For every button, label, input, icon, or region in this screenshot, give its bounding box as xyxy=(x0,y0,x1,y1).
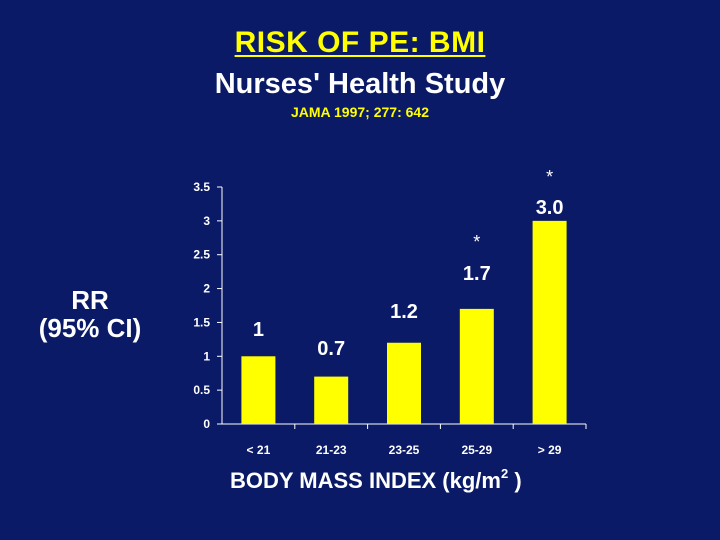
significance-mark: * xyxy=(473,232,480,252)
y-tick-label: 2.5 xyxy=(193,248,210,262)
y-tick-label: 3 xyxy=(203,214,210,228)
y-tick-label: 2 xyxy=(203,282,210,296)
x-tick-label: 23-25 xyxy=(389,443,420,457)
bar xyxy=(314,376,349,424)
y-tick-label: 0.5 xyxy=(193,383,210,397)
y-tick-label: 0 xyxy=(203,417,210,431)
x-tick-label: < 21 xyxy=(247,443,271,457)
data-label: 1.2 xyxy=(390,301,418,323)
x-tick-label: 21-23 xyxy=(316,443,347,457)
bar xyxy=(459,308,494,424)
x-axis-label-text: BODY MASS INDEX (kg/m xyxy=(230,468,501,493)
y-tick-label: 1.5 xyxy=(193,315,210,329)
x-tick-label: 25-29 xyxy=(461,443,492,457)
x-axis-label-suffix: ) xyxy=(508,468,522,493)
y-tick-label: 1 xyxy=(203,349,210,363)
data-label: 1.7 xyxy=(463,263,491,285)
y-axis-label-line2: (95% CI) xyxy=(38,313,142,343)
bar xyxy=(532,220,567,424)
y-tick-label: 3.5 xyxy=(193,180,210,194)
y-axis-label-line1: RR xyxy=(71,285,109,315)
bar xyxy=(387,342,421,424)
chart-title: RISK OF PE: BMI xyxy=(234,26,486,59)
chart-subtitle: Nurses' Health Study xyxy=(214,68,506,100)
data-label: 3.0 xyxy=(536,197,564,219)
data-label: 1 xyxy=(253,319,264,341)
chart-citation: JAMA 1997; 277: 642 xyxy=(290,104,429,120)
significance-mark: * xyxy=(546,167,553,187)
x-axis-label-superscript: 2 xyxy=(500,466,509,481)
bar xyxy=(241,356,276,424)
x-tick-label: > 29 xyxy=(538,443,562,457)
data-label: 0.7 xyxy=(317,338,345,360)
x-axis-label: BODY MASS INDEX (kg/m2 ) xyxy=(230,466,522,494)
